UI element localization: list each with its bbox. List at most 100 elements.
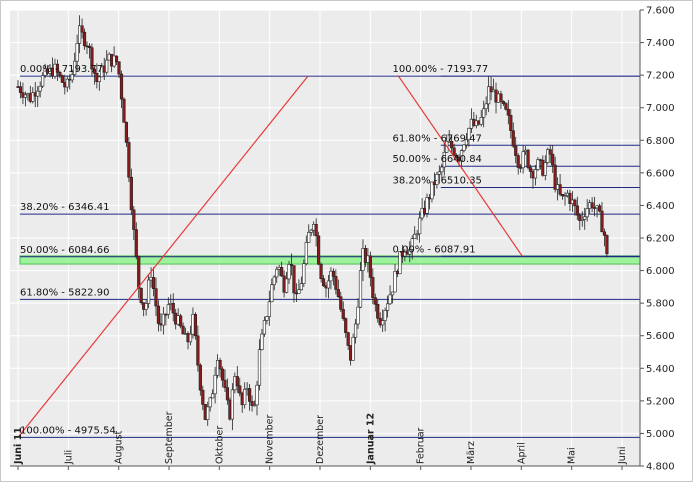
candle-body <box>78 25 82 44</box>
candle-body <box>462 144 466 151</box>
candle-body <box>317 235 321 265</box>
candle-body <box>262 320 267 335</box>
candle-body <box>425 197 429 214</box>
candle-body <box>398 251 402 275</box>
candle-body <box>376 304 380 319</box>
candle-body <box>358 270 363 308</box>
candle-body <box>484 103 488 110</box>
candle-body <box>319 263 323 279</box>
y-tick-label: 4.800 <box>646 462 675 473</box>
candle-body <box>280 267 284 277</box>
candle-body <box>208 397 212 408</box>
candle-body <box>575 205 579 216</box>
candle-body <box>339 296 343 310</box>
candle-body <box>418 217 422 235</box>
candle-body <box>442 152 446 168</box>
candle-body <box>58 71 62 76</box>
candle-body <box>213 374 217 395</box>
candle-body <box>38 85 42 92</box>
retracement-label-2: 0.00% - 6087.91 <box>392 244 475 255</box>
y-tick-label: 7.600 <box>646 6 675 17</box>
retracement-label: 38.20% - 6346.41 <box>20 202 109 213</box>
candle-body <box>252 404 257 407</box>
candle-body <box>250 401 254 406</box>
retracement-label: 61.80% - 5822.90 <box>20 287 109 298</box>
candle-body <box>156 305 161 324</box>
level-labels: 0.00% - 7193.77 38.20% - 6346.41 50.00% - … <box>20 64 488 436</box>
candle-body <box>353 323 358 338</box>
candle-body <box>489 86 493 93</box>
y-tick-label: 7.400 <box>646 38 675 49</box>
candle-body <box>450 140 454 149</box>
candle-body <box>225 387 230 401</box>
candle-body <box>563 195 567 197</box>
y-tick-label: 5.000 <box>646 429 675 440</box>
candle-body <box>164 313 168 316</box>
candle-body <box>373 297 377 305</box>
retracement-label: 100.00% - 4975.54 <box>20 425 116 436</box>
candle-body <box>211 393 215 399</box>
candle-body <box>464 139 469 146</box>
x-tick-label: Dezember <box>315 415 326 464</box>
candle-body <box>70 74 74 81</box>
candle-body <box>383 310 387 321</box>
candle-body <box>580 218 584 221</box>
candle-body <box>198 364 202 391</box>
candle-body <box>23 94 27 98</box>
candle-body <box>119 73 124 100</box>
candle-body <box>551 153 555 166</box>
candle-body <box>302 263 306 284</box>
candle-body <box>139 287 143 303</box>
candle-body <box>75 43 79 62</box>
candle-body <box>260 333 264 350</box>
retracement-label-2: 38.20% - 6510.35 <box>392 175 481 186</box>
candle-body <box>454 154 459 158</box>
candle-body <box>326 280 331 289</box>
candle-body <box>597 205 602 212</box>
candle-body <box>275 268 279 278</box>
candle-body <box>553 164 557 190</box>
candle-body <box>410 238 414 250</box>
candle-body <box>558 184 562 195</box>
candle-body <box>314 223 318 237</box>
candle-body <box>381 320 385 326</box>
y-tick-label: 6.800 <box>646 136 675 147</box>
candle-body <box>307 232 311 243</box>
candle-body <box>336 289 340 297</box>
candle-body <box>297 289 301 294</box>
y-tick-label: 5.200 <box>646 396 675 407</box>
x-tick-label: Juni <box>617 447 628 465</box>
candle-body <box>533 169 538 179</box>
y-tick-label: 7.000 <box>646 103 675 114</box>
candle-body <box>188 333 193 343</box>
candle-body <box>514 145 518 156</box>
candle-body <box>87 45 92 49</box>
x-tick-label: November <box>265 414 276 464</box>
candle-body <box>368 255 372 278</box>
candle-body <box>583 216 587 220</box>
x-tick-label: Januar 12 <box>365 413 376 465</box>
candle-body <box>506 108 510 116</box>
candle-body <box>511 130 515 147</box>
candle-body <box>124 122 129 143</box>
candle-body <box>452 147 456 156</box>
candle-body <box>437 171 441 175</box>
candle-body <box>235 376 239 387</box>
candle-body <box>509 114 513 131</box>
candle-body <box>181 325 185 335</box>
candle-body <box>309 229 313 233</box>
candle-body <box>351 336 355 361</box>
candle-body <box>243 388 247 406</box>
y-tick-label: 5.800 <box>646 299 675 310</box>
x-tick-label: August <box>114 430 125 464</box>
candle-body <box>36 90 40 97</box>
candle-body <box>137 256 141 289</box>
candle-body <box>154 288 158 307</box>
candle-body <box>482 108 486 118</box>
candle-body <box>289 264 294 266</box>
candle-body <box>60 75 64 83</box>
candle-body <box>605 235 609 255</box>
y-tick-label: 7.200 <box>646 71 675 82</box>
candle-body <box>573 199 577 207</box>
candle-body <box>193 314 198 337</box>
